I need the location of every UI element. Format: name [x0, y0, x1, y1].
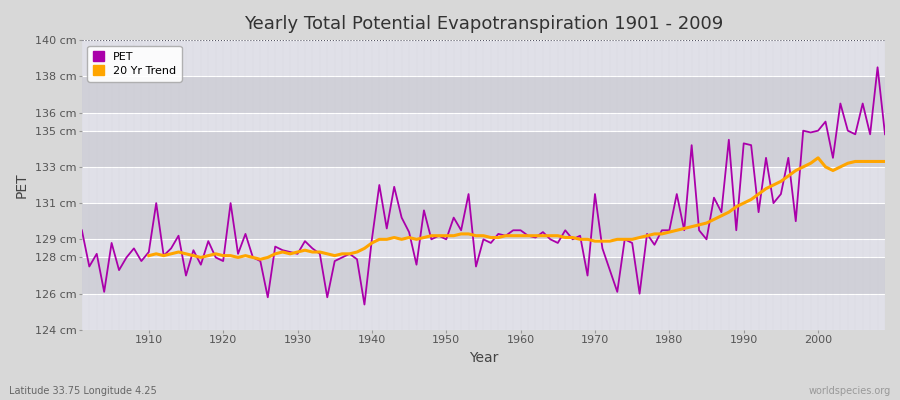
- Bar: [82, 258, 885, 294]
- Bar: [82, 40, 885, 76]
- Text: worldspecies.org: worldspecies.org: [809, 386, 891, 396]
- Bar: [82, 239, 885, 258]
- Title: Yearly Total Potential Evapotranspiration 1901 - 2009: Yearly Total Potential Evapotranspiratio…: [244, 15, 723, 33]
- X-axis label: Year: Year: [469, 351, 498, 365]
- Bar: [82, 203, 885, 239]
- Bar: [82, 131, 885, 167]
- Bar: [82, 167, 885, 203]
- Legend: PET, 20 Yr Trend: PET, 20 Yr Trend: [87, 46, 182, 82]
- Bar: [82, 76, 885, 112]
- Bar: [82, 112, 885, 131]
- Text: Latitude 33.75 Longitude 4.25: Latitude 33.75 Longitude 4.25: [9, 386, 157, 396]
- Bar: [82, 294, 885, 330]
- Y-axis label: PET: PET: [15, 172, 29, 198]
